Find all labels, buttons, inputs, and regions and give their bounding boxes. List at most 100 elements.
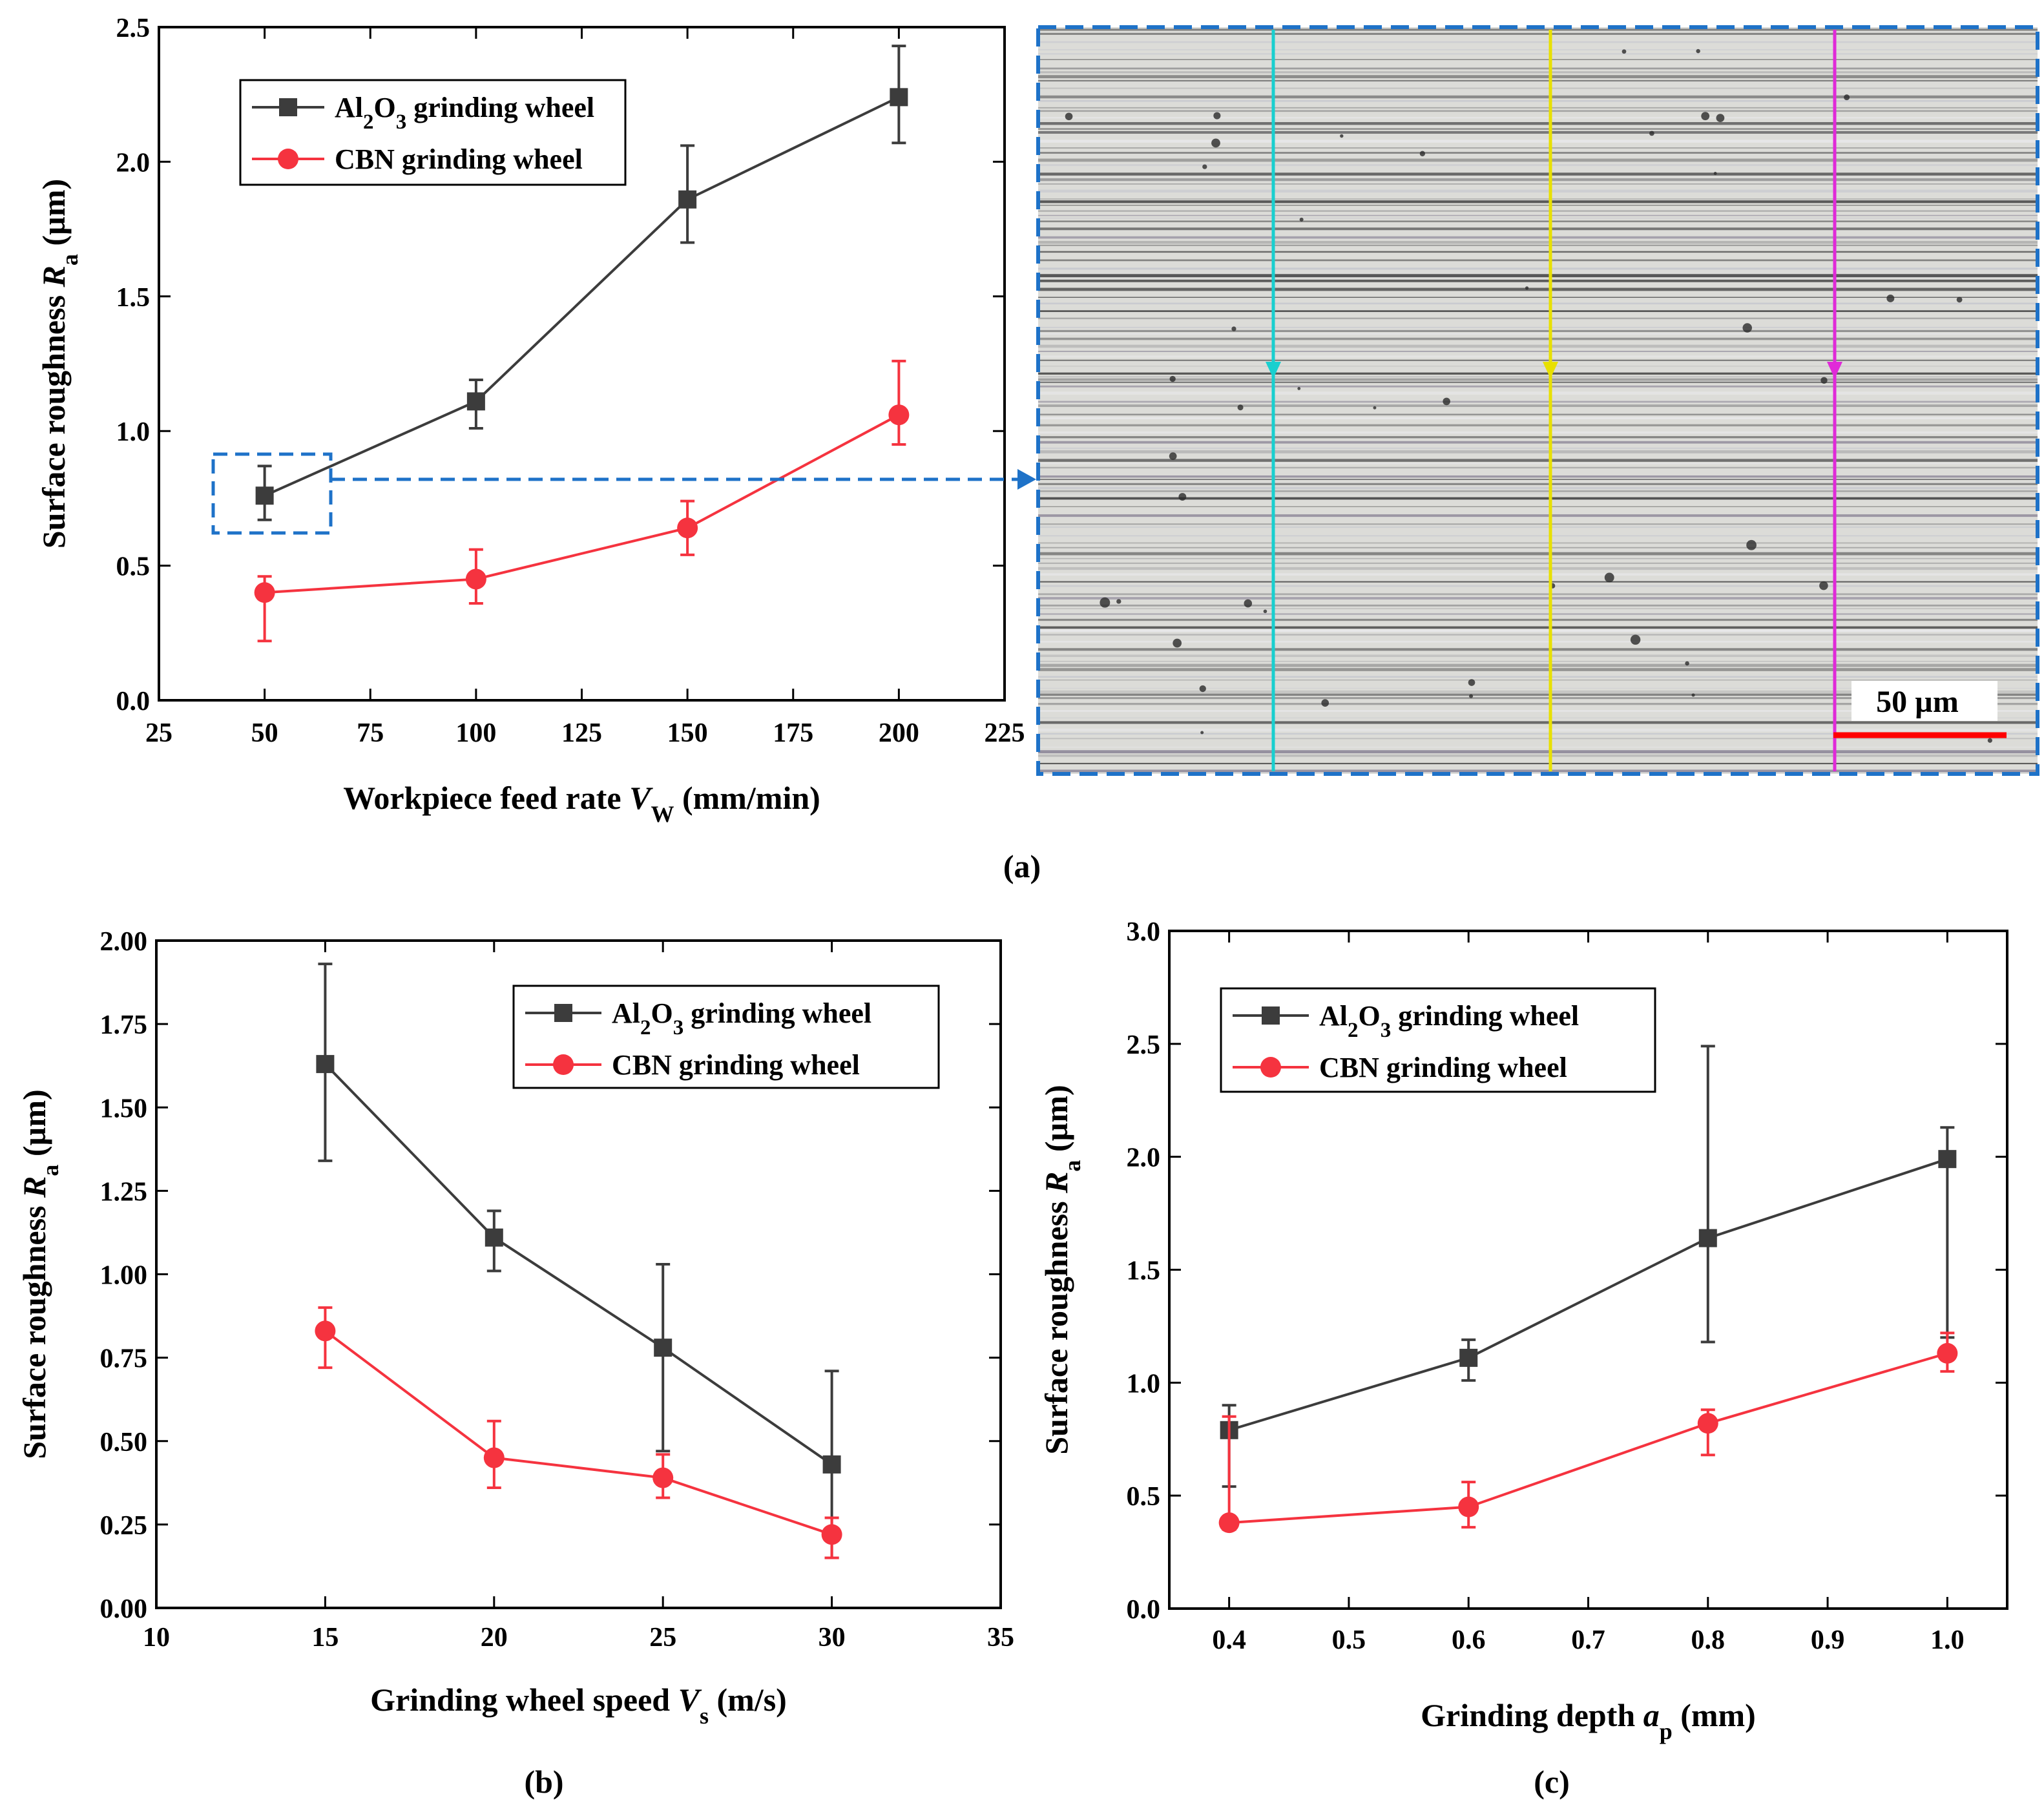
debris-particle [1987, 738, 1992, 743]
x-tick-label: 50 [251, 718, 278, 748]
legend: Al2O3 grinding wheel CBN grinding wheel [239, 79, 627, 186]
panel-label-b: (b) [524, 1764, 563, 1800]
micrograph-scratches [1038, 28, 2038, 773]
y-tick-label: 3.0 [1127, 917, 1161, 947]
data-point-circle [677, 517, 698, 539]
debris-particle [1340, 134, 1344, 138]
panel-label-a: (a) [1003, 848, 1041, 884]
debris-particle [1630, 634, 1641, 645]
x-axis-label: Grinding wheel speed Vs (m/s) [370, 1682, 787, 1729]
debris-particle [1100, 597, 1111, 608]
data-point-circle [254, 582, 275, 603]
x-tick-label: 25 [649, 1623, 676, 1652]
debris-particle [1178, 493, 1187, 501]
legend-label: CBN grinding wheel [335, 143, 583, 175]
chart-panel-a: 25 50 75 100 125 150 175 200 225 0.0 0.5 1.0 1.5 2.0 2… [36, 14, 1025, 827]
debris-particle [1468, 679, 1476, 686]
data-point-square [255, 486, 274, 505]
debris-particle [1696, 48, 1700, 54]
x-tick-label: 1.0 [1930, 1625, 1965, 1655]
series-cbn [315, 1306, 842, 1559]
debris-particle [1819, 581, 1828, 590]
legend-label: Al2O3 grinding wheel [1319, 1000, 1579, 1042]
y-tick-label: 1.0 [116, 417, 151, 447]
y-tick-label: 0.0 [1127, 1595, 1161, 1625]
legend-marker-circle [553, 1054, 574, 1075]
y-tick-label: 1.25 [100, 1177, 148, 1207]
debris-particle [1263, 609, 1267, 614]
debris-particle [1886, 295, 1895, 302]
series-al2o3 [255, 45, 908, 521]
debris-particle [1373, 406, 1377, 410]
debris-particle [1419, 151, 1426, 156]
y-tick-label: 0.00 [100, 1594, 148, 1624]
data-point-square [1938, 1150, 1957, 1169]
micrograph-panel: 50 µm [1036, 25, 2039, 776]
y-tick-label: 2.00 [100, 927, 148, 957]
callout [211, 452, 1036, 535]
legend-marker-square [554, 1004, 572, 1022]
x-tick-label: 35 [987, 1623, 1014, 1652]
data-point-square [1698, 1229, 1717, 1247]
series-cbn [1218, 1331, 1958, 1534]
x-tick-label: 75 [357, 718, 384, 748]
data-point-circle [1697, 1413, 1718, 1434]
x-tick-label: 0.7 [1571, 1625, 1605, 1655]
data-point-circle [888, 404, 910, 426]
x-tick-label: 15 [311, 1623, 339, 1652]
debris-particle [1713, 171, 1717, 175]
callout-box [211, 452, 333, 535]
x-tick-label: 125 [561, 718, 602, 748]
debris-particle [1244, 599, 1253, 608]
profile-arrow [1266, 362, 1281, 379]
data-point-square [678, 190, 697, 209]
profile-lines [1266, 30, 1842, 771]
legend: Al2O3 grinding wheel CBN grinding wheel [1220, 987, 1656, 1093]
data-point-circle [1218, 1512, 1240, 1534]
data-point-circle [315, 1320, 336, 1342]
series-al2o3 [1220, 1045, 1957, 1488]
chart-panel-c: 0.4 0.5 0.6 0.7 0.8 0.9 1.0 0.0 0.5 1.0 1.5 2.0 2.5 3… [1038, 917, 2008, 1744]
debris-particle [1065, 112, 1073, 121]
profile-arrow [1543, 362, 1558, 379]
data-point-circle [483, 1447, 505, 1468]
debris-particle [1649, 130, 1654, 136]
x-tick-label: 30 [819, 1623, 846, 1652]
y-tick-label: 2.5 [116, 14, 151, 43]
y-axis-label: Surface roughness Ra (µm) [16, 1089, 63, 1459]
debris-particle [1169, 375, 1176, 382]
debris-particle [1701, 112, 1710, 121]
data-point-square [466, 392, 485, 411]
x-tick-label: 150 [667, 718, 708, 748]
y-tick-label: 0.75 [100, 1344, 148, 1374]
legend: Al2O3 grinding wheel CBN grinding wheel [512, 985, 940, 1089]
data-point-square [890, 88, 908, 107]
x-tick-label: 225 [985, 718, 1025, 748]
x-tick-label: 0.9 [1811, 1625, 1845, 1655]
debris-particle [1742, 323, 1752, 333]
y-tick-label: 0.5 [1127, 1482, 1161, 1512]
data-point-circle [821, 1524, 842, 1545]
data-point-circle [465, 568, 486, 590]
debris-particle [1213, 112, 1221, 120]
y-tick-label: 2.5 [1127, 1030, 1161, 1060]
debris-particle [1956, 297, 1963, 303]
data-point-square [822, 1455, 841, 1474]
debris-particle [1716, 114, 1725, 123]
debris-particle [1237, 404, 1244, 411]
legend-marker-square [279, 98, 297, 116]
micrograph-dashed-frame [1036, 25, 2039, 776]
x-axis-label: Grinding depth ap (mm) [1421, 1697, 1756, 1744]
x-tick-label: 0.8 [1691, 1625, 1726, 1655]
x-tick-label: 10 [143, 1623, 170, 1652]
data-point-square [1459, 1348, 1478, 1367]
data-point-circle [1937, 1342, 1958, 1364]
y-tick-label: 0.5 [116, 552, 151, 582]
chart-panel-b: 10 15 20 25 30 35 0.00 0.25 0.50 0.75 1.00 1.25 1.50… [16, 927, 1014, 1729]
series-line [324, 1329, 833, 1536]
legend-label: CBN grinding wheel [612, 1049, 860, 1081]
x-tick-label: 175 [773, 718, 813, 748]
data-point-square [654, 1339, 673, 1357]
debris-particle [1820, 377, 1828, 384]
debris-particle [1321, 699, 1330, 707]
